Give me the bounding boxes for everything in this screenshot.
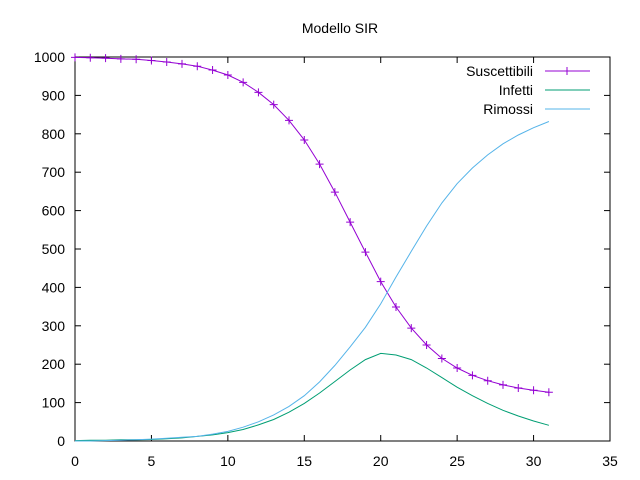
x-tick-label: 20: [373, 453, 389, 469]
data-point-suscettibili: [208, 66, 217, 75]
plot-series: [71, 53, 553, 442]
data-point-suscettibili: [132, 55, 141, 64]
data-point-suscettibili: [162, 57, 171, 66]
x-tick-label: 0: [71, 453, 79, 469]
data-point-suscettibili: [346, 218, 355, 227]
data-point-suscettibili: [300, 135, 309, 144]
data-point-suscettibili: [223, 71, 232, 80]
legend-label-suscettibili: Suscettibili: [466, 63, 533, 79]
y-tick-label: 400: [42, 279, 66, 295]
y-tick-label: 1000: [34, 49, 65, 65]
data-point-suscettibili: [315, 160, 324, 169]
data-point-suscettibili: [437, 354, 446, 363]
y-tick-label: 500: [42, 241, 66, 257]
x-tick-label: 5: [148, 453, 156, 469]
data-point-suscettibili: [468, 371, 477, 380]
data-point-suscettibili: [269, 100, 278, 109]
data-point-suscettibili: [514, 384, 523, 393]
y-tick-label: 300: [42, 318, 66, 334]
data-point-suscettibili: [239, 78, 248, 87]
x-tick-label: 15: [296, 453, 312, 469]
y-tick-label: 600: [42, 203, 66, 219]
y-tick-label: 800: [42, 126, 66, 142]
data-point-suscettibili: [376, 277, 385, 286]
y-tick-label: 200: [42, 356, 66, 372]
data-point-suscettibili: [422, 341, 431, 349]
data-point-suscettibili: [499, 380, 507, 389]
y-tick-label: 700: [42, 164, 66, 180]
data-point-suscettibili: [147, 56, 156, 65]
data-point-suscettibili: [116, 54, 125, 63]
x-tick-label: 10: [220, 453, 236, 469]
data-point-suscettibili: [544, 388, 553, 397]
data-point-suscettibili: [254, 88, 263, 97]
plot-axes: 0 5 10 15 20 25 30 35 0 100 200 300 400 500 600 700 800 9…: [34, 49, 618, 469]
data-point-suscettibili: [193, 62, 202, 71]
y-tick-label: 100: [42, 395, 66, 411]
data-point-suscettibili: [483, 376, 492, 385]
chart-title: Modello SIR: [302, 20, 378, 36]
legend-label-infetti: Infetti: [499, 82, 533, 98]
data-point-suscettibili: [178, 59, 186, 68]
data-point-suscettibili: [361, 248, 370, 257]
data-point-suscettibili: [330, 188, 339, 197]
legend-label-rimossi: Rimossi: [483, 101, 533, 117]
y-tick-label: 0: [57, 433, 65, 449]
x-tick-label: 25: [449, 453, 465, 469]
chart-legend: Suscettibili Infetti Rimossi: [466, 63, 590, 117]
data-point-suscettibili: [86, 53, 95, 62]
series-line-suscettibili: [74, 56, 549, 393]
data-point-suscettibili: [71, 53, 79, 62]
series-line-infetti: [74, 352, 550, 442]
data-point-suscettibili: [529, 386, 538, 395]
x-tick-label: 35: [602, 453, 618, 469]
y-tick-label: 900: [42, 87, 66, 103]
x-tick-label: 30: [526, 453, 542, 469]
series-line-rimossi: [75, 121, 550, 442]
data-point-suscettibili: [453, 364, 462, 373]
data-point-suscettibili: [285, 116, 293, 125]
data-point-suscettibili: [392, 302, 400, 311]
data-point-suscettibili: [407, 324, 416, 333]
data-point-suscettibili: [101, 54, 110, 63]
legend-marker-suscettibili: [563, 67, 571, 75]
